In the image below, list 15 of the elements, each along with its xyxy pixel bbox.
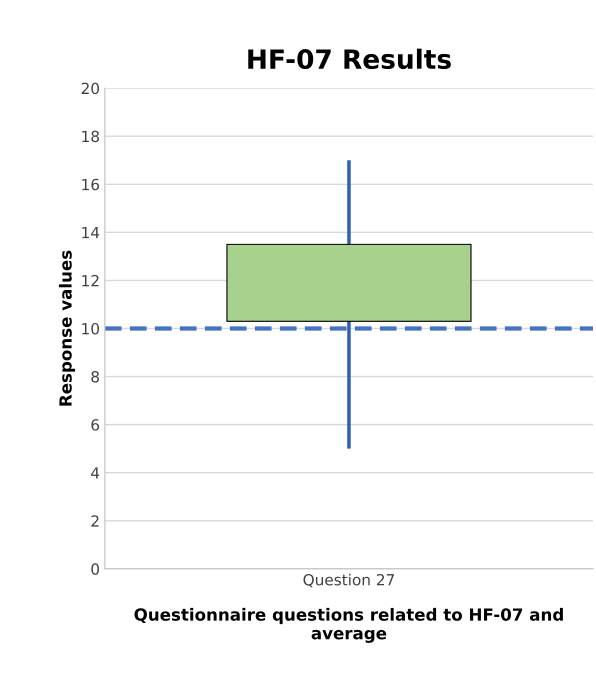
y-tick-label: 0 [91,563,100,575]
y-tick-label: 20 [82,82,100,94]
y-tick-label: 10 [82,322,100,335]
y-tick-label: 18 [82,130,99,142]
y-tick-label: 14 [82,227,100,238]
y-axis-title: Response values [58,250,76,406]
y-tick-label: 12 [82,274,99,286]
y-tick-label: 16 [82,178,100,190]
chart-title: HF-07 Results [248,48,451,70]
x-tick-label: Question 27 [304,574,394,588]
y-tick-label: 8 [91,371,99,383]
y-tick-label: 6 [91,419,100,431]
y-tick-label: 4 [91,467,100,479]
y-tick-label: 2 [91,515,99,527]
x-axis-title: Questionnaire questions related to HF-07 and average [134,608,563,643]
